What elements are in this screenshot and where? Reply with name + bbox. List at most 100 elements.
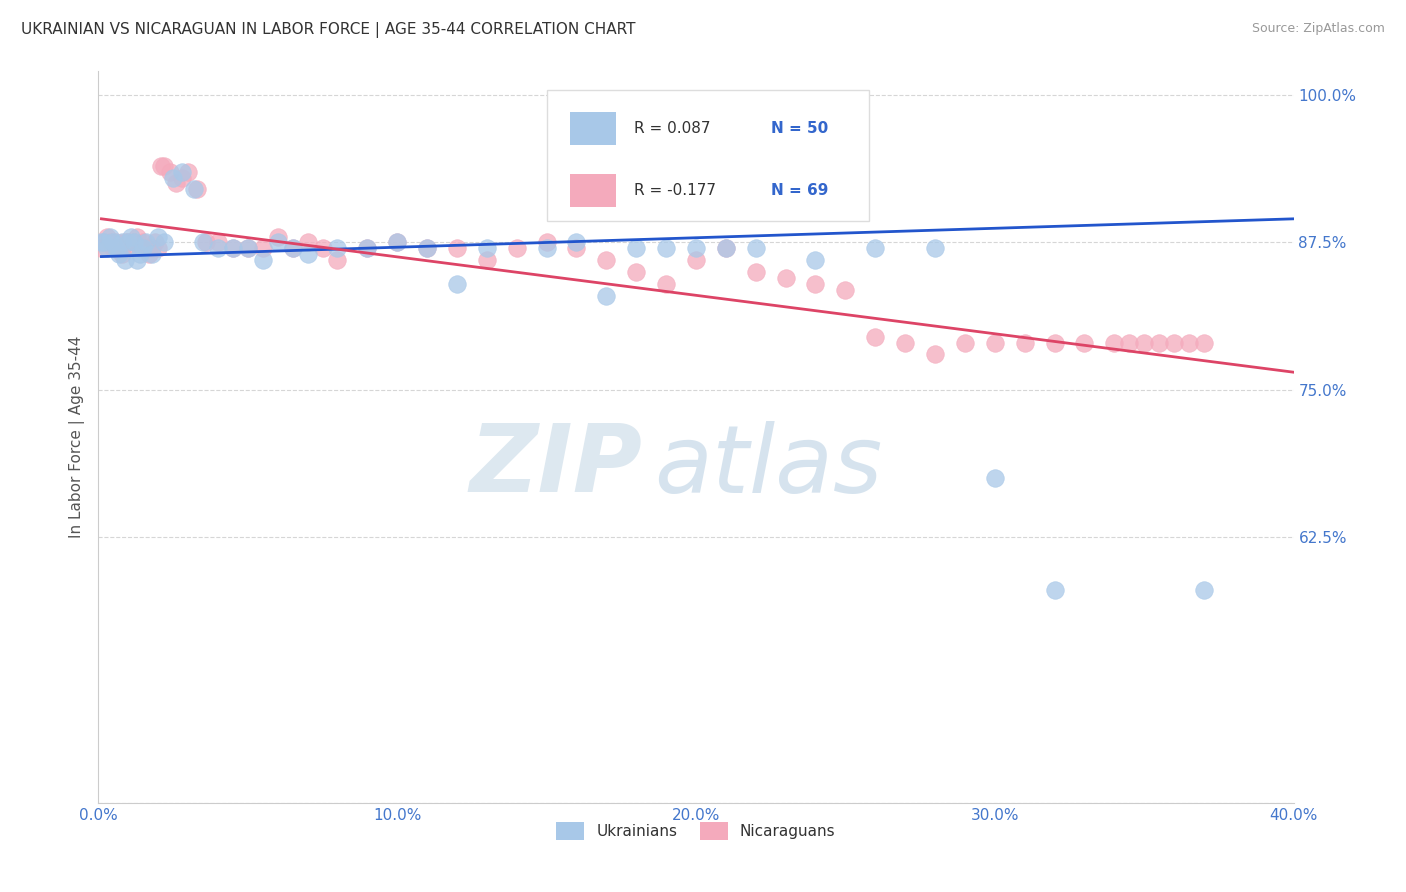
Point	[1043, 335, 1066, 350]
Point	[1147, 335, 1170, 350]
Point	[536, 235, 558, 250]
Point	[311, 241, 333, 255]
Point	[129, 241, 152, 255]
Point	[162, 170, 184, 185]
Point	[120, 241, 142, 255]
Point	[222, 241, 245, 255]
Point	[953, 335, 976, 350]
Point	[183, 182, 205, 196]
Point	[984, 471, 1007, 485]
Point	[297, 235, 319, 250]
Point	[924, 347, 946, 361]
Point	[135, 241, 157, 255]
Point	[114, 253, 136, 268]
Point	[626, 241, 648, 255]
Point	[834, 283, 856, 297]
Point	[894, 335, 917, 350]
Point	[685, 241, 707, 255]
Point	[745, 265, 768, 279]
Point	[626, 265, 648, 279]
Point	[153, 159, 176, 173]
Point	[1192, 583, 1215, 598]
Point	[90, 235, 112, 250]
Point	[96, 229, 118, 244]
Point	[326, 241, 349, 255]
FancyBboxPatch shape	[547, 89, 869, 221]
Point	[281, 241, 304, 255]
Point	[475, 241, 498, 255]
Y-axis label: In Labor Force | Age 35-44: In Labor Force | Age 35-44	[69, 336, 84, 538]
Point	[98, 229, 122, 244]
Point	[111, 235, 134, 250]
Point	[385, 235, 409, 250]
Point	[446, 241, 468, 255]
Point	[108, 247, 131, 261]
Point	[236, 241, 259, 255]
Point	[108, 241, 131, 255]
Point	[506, 241, 529, 255]
Legend: Ukrainians, Nicaraguans: Ukrainians, Nicaraguans	[550, 815, 842, 847]
Bar	[571, 112, 616, 145]
Point	[172, 170, 194, 185]
Point	[267, 235, 290, 250]
Point	[865, 330, 887, 344]
Point	[195, 235, 218, 250]
Point	[1192, 335, 1215, 350]
Point	[924, 241, 946, 255]
Point	[252, 253, 274, 268]
Point	[714, 241, 737, 255]
Point	[1073, 335, 1095, 350]
Point	[127, 253, 149, 268]
Point	[416, 241, 439, 255]
Point	[685, 253, 707, 268]
Point	[1118, 335, 1140, 350]
Text: UKRAINIAN VS NICARAGUAN IN LABOR FORCE | AGE 35-44 CORRELATION CHART: UKRAINIAN VS NICARAGUAN IN LABOR FORCE |…	[21, 22, 636, 38]
Point	[143, 235, 166, 250]
Point	[222, 241, 245, 255]
Point	[865, 241, 887, 255]
Point	[595, 288, 617, 302]
Point	[172, 164, 194, 178]
Point	[356, 241, 378, 255]
Point	[159, 164, 181, 178]
Point	[385, 235, 409, 250]
Point	[326, 253, 349, 268]
Point	[267, 229, 290, 244]
Point	[297, 247, 319, 261]
Point	[111, 247, 134, 261]
Point	[475, 253, 498, 268]
Point	[148, 229, 170, 244]
Point	[141, 247, 163, 261]
Point	[135, 235, 157, 250]
Point	[132, 241, 155, 255]
Point	[1163, 335, 1185, 350]
Text: atlas: atlas	[654, 421, 883, 512]
Point	[595, 253, 617, 268]
Point	[93, 235, 115, 250]
Point	[252, 241, 274, 255]
Point	[120, 229, 142, 244]
Point	[655, 277, 678, 291]
Bar	[571, 174, 616, 207]
Point	[127, 229, 149, 244]
Point	[186, 182, 208, 196]
Point	[191, 235, 214, 250]
Point	[356, 241, 378, 255]
Point	[281, 241, 304, 255]
Point	[105, 241, 128, 255]
Point	[124, 235, 146, 250]
Point	[655, 241, 678, 255]
Point	[103, 235, 125, 250]
Text: R = 0.087: R = 0.087	[634, 120, 710, 136]
Point	[745, 241, 768, 255]
Text: ZIP: ZIP	[470, 420, 643, 512]
Point	[1043, 583, 1066, 598]
Point	[141, 241, 163, 255]
Point	[446, 277, 468, 291]
Point	[96, 241, 118, 255]
Point	[177, 164, 200, 178]
Point	[416, 241, 439, 255]
Point	[90, 241, 112, 255]
Point	[714, 241, 737, 255]
Point	[236, 241, 259, 255]
